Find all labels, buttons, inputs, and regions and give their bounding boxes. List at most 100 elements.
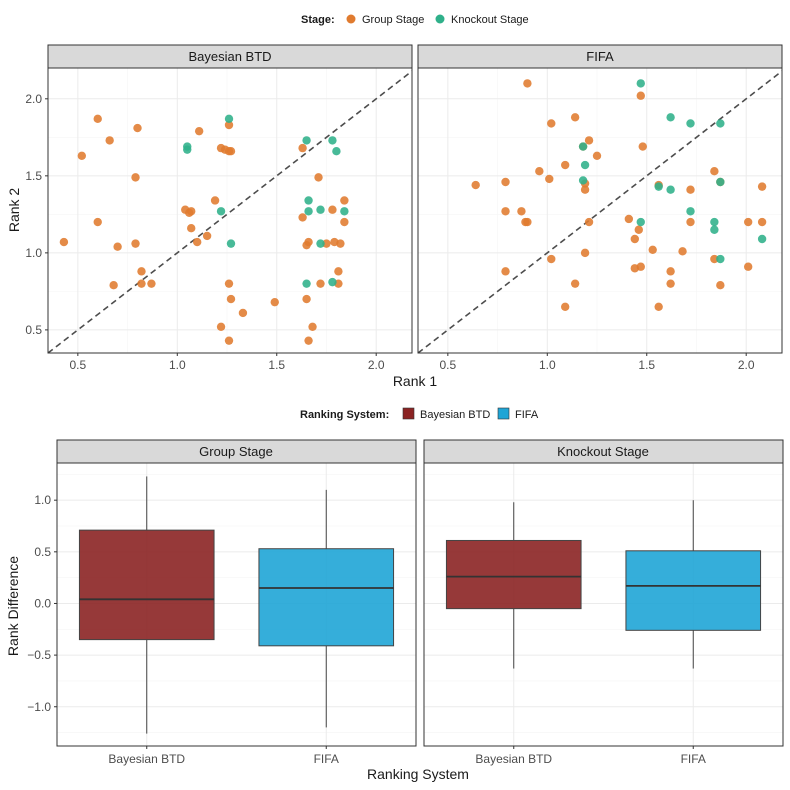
legend-label-fifa: FIFA: [515, 409, 539, 421]
legend-key-bayesian-btd: [402, 407, 415, 420]
point-group-stage: [210, 196, 220, 205]
point-group-stage: [93, 114, 102, 124]
point-group-stage: [187, 207, 196, 216]
point-knockout-stage: [340, 207, 349, 216]
ranking-system-legend: Ranking System: Bayesian BTD FIFA: [300, 407, 539, 421]
point-group-stage: [226, 294, 236, 304]
point-group-stage: [340, 217, 349, 227]
point-group-stage: [570, 113, 580, 122]
point-group-stage: [654, 302, 663, 311]
y-tick-label: 0.0: [34, 596, 51, 610]
box-fifa: [625, 550, 762, 631]
scatter-y-ticks: 0.5 1.0 1.5 2.0: [25, 92, 48, 337]
scatter-points-fifa: [471, 79, 767, 311]
legend-label-group-stage: Group Stage: [362, 14, 424, 26]
point-group-stage: [192, 237, 202, 247]
box-panel-group-stage: Group Stage: [56, 439, 417, 747]
point-knockout-stage: [578, 176, 588, 185]
legend-label-bayesian-btd: Bayesian BTD: [420, 409, 490, 421]
point-group-stage: [59, 237, 69, 247]
point-knockout-stage: [636, 217, 645, 227]
legend-label-knockout-stage: Knockout Stage: [451, 14, 529, 26]
x-tick-label: FIFA: [314, 752, 339, 766]
point-group-stage: [105, 136, 114, 145]
point-group-stage: [270, 297, 279, 307]
point-knockout-stage: [580, 160, 590, 170]
point-group-stage: [334, 267, 343, 276]
point-knockout-stage: [578, 142, 588, 151]
point-group-stage: [238, 308, 248, 318]
box-bayesian-btd: [78, 529, 215, 641]
point-group-stage: [316, 279, 325, 288]
reference-line-fifa: [417, 70, 783, 354]
strip-label-fifa: FIFA: [586, 49, 614, 64]
box-panel-knockout-stage: Knockout Stage: [423, 439, 784, 747]
point-group-stage: [147, 279, 156, 288]
point-knockout-stage: [636, 79, 645, 88]
identity-dashed-line: [47, 70, 413, 354]
point-group-stage: [137, 267, 146, 276]
scatter-x-ticks: 0.5 1.0 1.5 2.0 0.5 1.0 1.5 2.0: [69, 353, 755, 372]
point-group-stage: [547, 254, 556, 264]
stage-legend: Stage: Group Stage Knockout Stage: [301, 14, 529, 26]
point-group-stage: [686, 185, 695, 194]
point-knockout-stage: [710, 225, 719, 234]
point-knockout-stage: [183, 145, 192, 154]
panel-border-fifa: [417, 67, 783, 354]
scatter-grid-bayesian-btd: [48, 68, 412, 353]
point-group-stage: [666, 267, 675, 276]
point-knockout-stage: [654, 182, 663, 191]
point-knockout-stage: [224, 114, 234, 124]
point-group-stage: [298, 143, 307, 153]
point-group-stage: [194, 126, 204, 136]
point-group-stage: [304, 237, 313, 247]
x-tick-label: 1.5: [638, 358, 655, 372]
x-tick-label: FIFA: [681, 752, 706, 766]
point-group-stage: [113, 242, 122, 251]
x-tick-label: 0.5: [69, 358, 86, 372]
scatter-points-bayesian-btd: [59, 114, 349, 345]
point-group-stage: [109, 281, 118, 290]
x-tick-label: 2.0: [368, 358, 385, 372]
point-group-stage: [304, 336, 313, 345]
point-group-stage: [471, 180, 480, 190]
point-knockout-stage: [666, 185, 675, 194]
y-tick-label: 1.5: [25, 169, 42, 183]
point-group-stage: [187, 224, 196, 233]
x-tick-label: 1.0: [539, 358, 556, 372]
y-tick-label: 1.0: [25, 246, 42, 260]
point-group-stage: [298, 213, 307, 222]
point-group-stage: [592, 151, 602, 161]
y-tick-label: 2.0: [25, 92, 42, 106]
point-group-stage: [710, 167, 719, 176]
point-group-stage: [501, 177, 510, 187]
box-bayesian-btd: [445, 539, 582, 610]
panel-border-group-stage: [56, 462, 417, 747]
point-group-stage: [757, 182, 767, 191]
point-knockout-stage: [226, 239, 236, 248]
scatter-y-axis-title: Rank 2: [6, 188, 22, 233]
y-tick-label: −0.5: [27, 648, 51, 662]
y-tick-label: 0.5: [34, 545, 51, 559]
point-group-stage: [560, 160, 570, 170]
point-group-stage: [340, 196, 349, 205]
point-knockout-stage: [710, 217, 719, 227]
x-tick-label: Bayesian BTD: [108, 752, 185, 766]
y-tick-label: 0.5: [25, 323, 42, 337]
legend-key-group-stage: [346, 14, 356, 24]
point-knockout-stage: [216, 207, 226, 216]
point-group-stage: [630, 234, 640, 244]
point-group-stage: [501, 267, 510, 276]
point-knockout-stage: [302, 136, 311, 145]
scatter-x-axis-title: Rank 1: [393, 373, 438, 389]
point-group-stage: [547, 119, 556, 128]
point-group-stage: [523, 217, 532, 227]
point-group-stage: [224, 279, 234, 288]
identity-dashed-line: [417, 70, 783, 354]
x-tick-label: 2.0: [738, 358, 755, 372]
boxes-knockout-stage: [445, 500, 762, 669]
scatter-panel-fifa: FIFA: [417, 44, 783, 354]
point-group-stage: [757, 217, 767, 227]
point-group-stage: [570, 279, 580, 288]
point-group-stage: [131, 173, 140, 182]
